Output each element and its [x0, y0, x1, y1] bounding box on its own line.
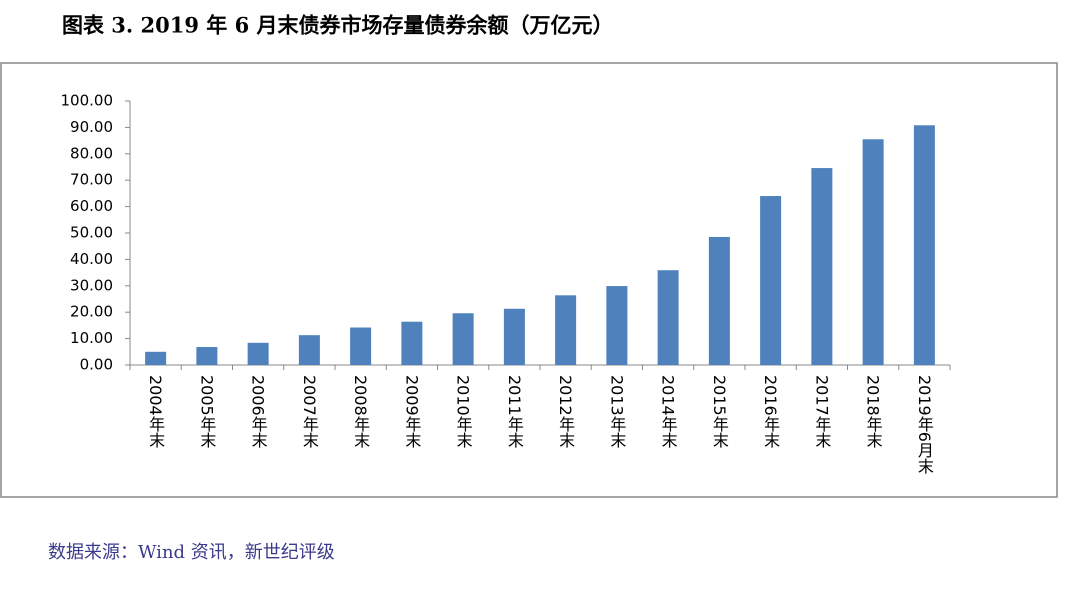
- x-tick-label: 2008年末: [351, 375, 370, 448]
- x-tick-label: 2007年末: [300, 375, 319, 448]
- y-tick-label: 20.00: [70, 303, 113, 321]
- x-tick-label: 2017年末: [812, 375, 831, 448]
- y-tick-label: 60.00: [70, 197, 113, 215]
- y-tick-label: 30.00: [70, 276, 113, 294]
- x-tick-label: 2014年末: [659, 375, 678, 448]
- bar: [811, 168, 833, 365]
- x-tick-label: 2010年末: [454, 375, 473, 448]
- x-tick-label: 2004年末: [146, 375, 165, 448]
- x-tick-label: 2013年末: [607, 375, 626, 448]
- x-tick-label: 2018年末: [864, 375, 883, 448]
- y-tick-label: 50.00: [70, 224, 113, 242]
- bar: [606, 286, 628, 365]
- bar: [452, 313, 474, 365]
- y-tick-label: 40.00: [70, 250, 113, 268]
- source-note: 数据来源：Wind 资讯，新世纪评级: [48, 542, 335, 563]
- x-tick-label: 2009年末: [402, 375, 421, 448]
- x-tick-label: 2016年末: [761, 375, 780, 448]
- x-tick-label: 2005年末: [197, 375, 216, 448]
- y-tick-label: 10.00: [70, 329, 113, 347]
- bar: [862, 139, 884, 365]
- y-tick-label: 100.00: [61, 92, 114, 110]
- x-tick-label: 2019年6月末: [915, 375, 934, 474]
- chart-frame: [0, 62, 1058, 498]
- x-tick-label: 2015年末: [710, 375, 729, 448]
- y-tick-label: 80.00: [70, 144, 113, 162]
- bar: [503, 308, 525, 365]
- x-tick-label: 2011年末: [505, 375, 524, 448]
- y-tick-label: 70.00: [70, 171, 113, 189]
- bar: [657, 270, 679, 365]
- bar: [298, 335, 320, 365]
- bar: [145, 351, 167, 365]
- y-tick-label: 90.00: [70, 118, 113, 136]
- chart-title: 图表 3. 2019 年 6 月末债券市场存量债券余额（万亿元）: [62, 13, 614, 38]
- x-tick-label: 2006年末: [249, 375, 268, 448]
- bar: [401, 321, 423, 365]
- x-tick-label: 2012年末: [556, 375, 575, 448]
- bar: [760, 196, 782, 365]
- bar: [913, 125, 935, 366]
- bar: [196, 347, 218, 365]
- bar: [555, 295, 577, 365]
- bar: [350, 327, 372, 365]
- bar: [247, 342, 269, 365]
- y-tick-label: 0.00: [80, 356, 113, 374]
- bar: [708, 236, 730, 365]
